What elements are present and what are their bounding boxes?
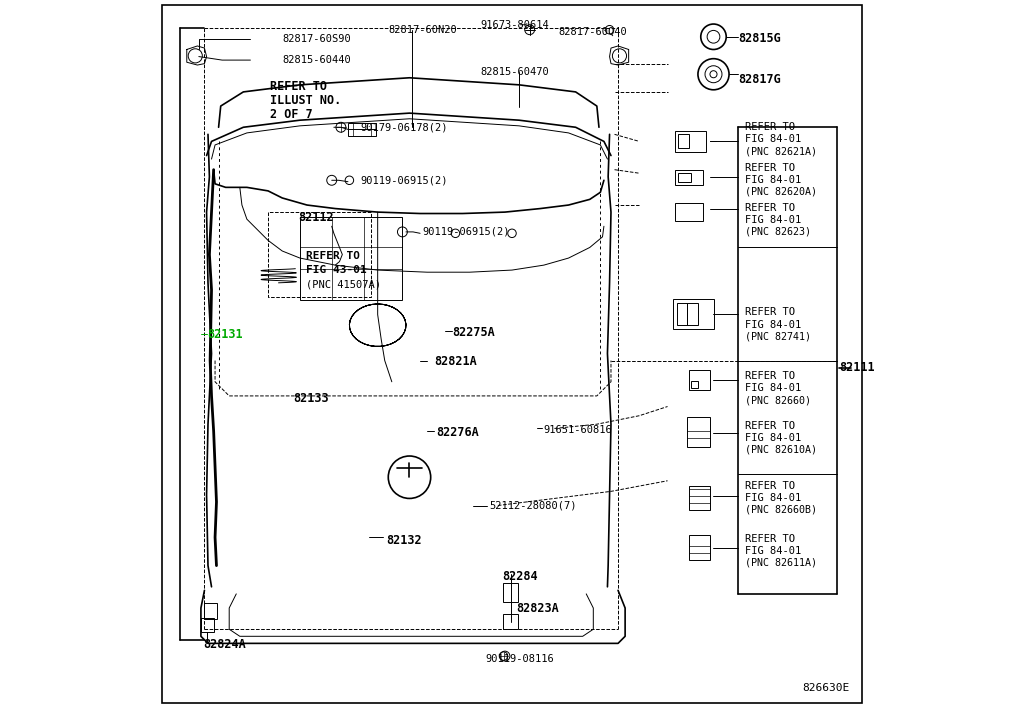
- Bar: [205, 603, 217, 619]
- Text: 82132: 82132: [386, 534, 422, 547]
- Text: FIG 84-01: FIG 84-01: [745, 215, 802, 225]
- Text: (PNC 82741): (PNC 82741): [745, 332, 811, 341]
- Bar: [503, 614, 518, 629]
- Text: 90179-06178(2): 90179-06178(2): [360, 122, 447, 132]
- Text: 82284: 82284: [502, 570, 538, 583]
- Text: (PNC 82660B): (PNC 82660B): [745, 505, 817, 515]
- Text: (PNC 82621A): (PNC 82621A): [745, 146, 817, 156]
- Text: 82112: 82112: [298, 211, 334, 224]
- Bar: [691, 381, 698, 388]
- Text: FIG 43-01: FIG 43-01: [305, 265, 367, 275]
- Bar: [348, 123, 376, 136]
- Text: 826630E: 826630E: [803, 683, 850, 693]
- Text: (PNC 41507A): (PNC 41507A): [305, 279, 381, 289]
- Text: (PNC 82620A): (PNC 82620A): [745, 187, 817, 197]
- Bar: [503, 583, 518, 602]
- Bar: [689, 370, 710, 390]
- Text: REFER TO: REFER TO: [745, 203, 796, 213]
- Text: 82817G: 82817G: [738, 73, 781, 86]
- Text: 82111: 82111: [840, 361, 874, 374]
- Text: 82133: 82133: [293, 392, 329, 405]
- Text: (PNC 82623): (PNC 82623): [745, 227, 811, 237]
- Circle shape: [452, 229, 460, 238]
- Text: FIG 84-01: FIG 84-01: [745, 383, 802, 393]
- Bar: [689, 535, 710, 560]
- Text: 82817-60S90: 82817-60S90: [283, 34, 351, 44]
- Text: REFER TO: REFER TO: [745, 308, 796, 317]
- Text: REFER TO: REFER TO: [745, 481, 796, 491]
- Text: 82817-60Q40: 82817-60Q40: [558, 27, 627, 37]
- Text: (PNC 82660): (PNC 82660): [745, 395, 811, 405]
- Bar: [689, 486, 710, 510]
- Bar: [201, 618, 214, 632]
- Text: 82815-60440: 82815-60440: [283, 55, 351, 65]
- Bar: [678, 173, 691, 182]
- Text: 82276A: 82276A: [436, 426, 479, 439]
- Text: REFER TO: REFER TO: [270, 80, 328, 93]
- Bar: [677, 303, 687, 325]
- Bar: [675, 170, 702, 185]
- Text: 90119-06915(2): 90119-06915(2): [422, 227, 510, 237]
- Text: 91651-60816: 91651-60816: [544, 425, 612, 435]
- Text: 82815G: 82815G: [738, 33, 781, 45]
- Text: 2 OF 7: 2 OF 7: [270, 108, 313, 121]
- Text: FIG 84-01: FIG 84-01: [745, 175, 802, 185]
- Text: ILLUST NO.: ILLUST NO.: [270, 94, 341, 107]
- Text: FIG 84-01: FIG 84-01: [745, 493, 802, 503]
- Text: (PNC 82610A): (PNC 82610A): [745, 445, 817, 455]
- Bar: [687, 303, 698, 325]
- Text: 52112-28080(7): 52112-28080(7): [489, 501, 577, 510]
- Bar: [687, 417, 710, 447]
- Text: REFER TO: REFER TO: [745, 534, 796, 544]
- Bar: [675, 131, 707, 152]
- Text: 91673-80614: 91673-80614: [480, 20, 549, 30]
- Bar: [675, 203, 702, 221]
- Text: (PNC 82611A): (PNC 82611A): [745, 558, 817, 568]
- Bar: [678, 134, 689, 148]
- Text: 82275A: 82275A: [452, 326, 495, 339]
- Circle shape: [710, 71, 717, 78]
- Text: 82131: 82131: [207, 328, 243, 341]
- Text: REFER TO: REFER TO: [305, 251, 359, 261]
- Text: REFER TO: REFER TO: [745, 371, 796, 381]
- Text: FIG 84-01: FIG 84-01: [745, 433, 802, 443]
- Bar: [300, 217, 402, 300]
- Circle shape: [508, 229, 516, 238]
- Text: 90119-08116: 90119-08116: [485, 654, 554, 664]
- Text: FIG 84-01: FIG 84-01: [745, 546, 802, 556]
- Text: 82815-60470: 82815-60470: [480, 67, 549, 77]
- Text: 90119-06915(2): 90119-06915(2): [360, 175, 447, 185]
- Text: 82823A: 82823A: [516, 602, 559, 614]
- Text: 82817-60N20: 82817-60N20: [388, 25, 457, 35]
- Bar: [673, 299, 714, 329]
- Text: REFER TO: REFER TO: [745, 421, 796, 431]
- Text: FIG 84-01: FIG 84-01: [745, 134, 802, 144]
- Circle shape: [345, 176, 353, 185]
- Text: 82821A: 82821A: [434, 356, 477, 368]
- Text: 82824A: 82824A: [203, 638, 246, 651]
- Text: REFER TO: REFER TO: [745, 122, 796, 132]
- Text: FIG 84-01: FIG 84-01: [745, 320, 802, 329]
- Text: REFER TO: REFER TO: [745, 163, 796, 173]
